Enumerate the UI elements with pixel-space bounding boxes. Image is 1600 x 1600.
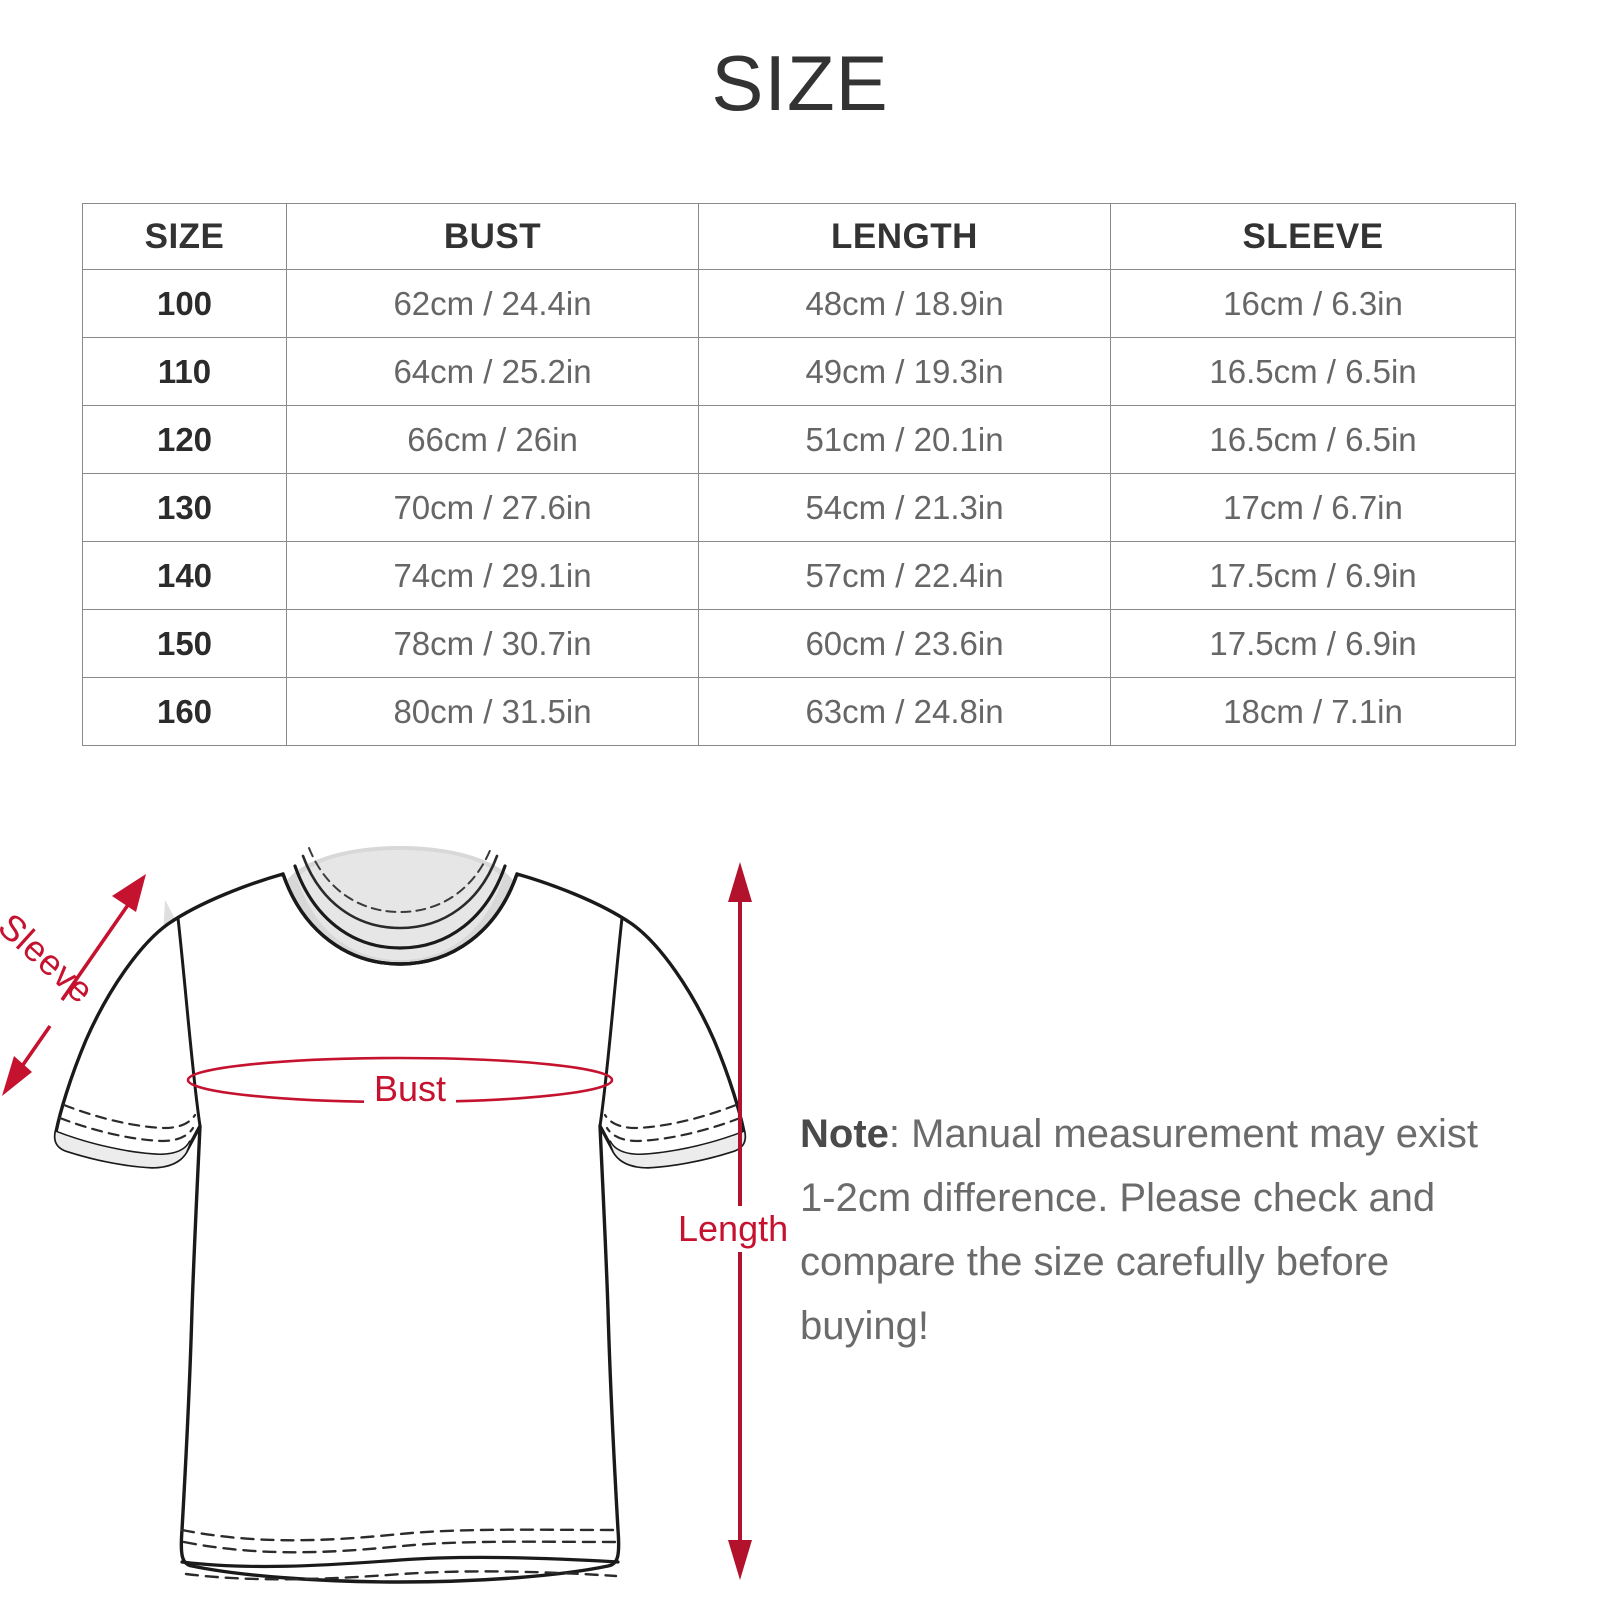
sleeve-measure-arrow [2,874,146,1096]
cell-length: 60cm / 23.6in [698,609,1111,678]
table-row: 160 80cm / 31.5in 63cm / 24.8in 18cm / 7… [82,677,1516,746]
table-row: 150 78cm / 30.7in 60cm / 23.6in 17.5cm /… [82,609,1516,678]
cell-length: 48cm / 18.9in [698,269,1111,338]
right-cuff-fold [610,1132,745,1167]
cell-bust: 80cm / 31.5in [286,677,699,746]
bust-measure-label: Bust [364,1068,457,1110]
note-body: : Manual measurement may exist 1-2cm dif… [800,1112,1479,1348]
left-cuff-stitch-outer [58,1116,195,1143]
page-title: SIZE [711,39,889,127]
right-armhole-seam [598,916,624,1128]
column-header-size: SIZE [82,203,287,270]
cell-length: 49cm / 19.3in [698,337,1111,406]
table-row: 130 70cm / 27.6in 54cm / 21.3in 17cm / 6… [82,473,1516,542]
collar-inner-edge [301,854,499,930]
tshirt-diagram [0,840,800,1600]
cell-bust: 74cm / 29.1in [286,541,699,610]
cell-sleeve: 17cm / 6.7in [1110,473,1516,542]
cell-size: 130 [82,473,287,542]
cell-length: 57cm / 22.4in [698,541,1111,610]
left-cuff-edge [54,1130,192,1157]
cell-sleeve: 17.5cm / 6.9in [1110,541,1516,610]
cell-size: 140 [82,541,287,610]
note-text: Note: Manual measurement may exist 1-2cm… [800,1102,1500,1358]
left-armhole-seam [176,916,202,1128]
column-header-sleeve: SLEEVE [1110,203,1516,270]
cell-length: 54cm / 21.3in [698,473,1111,542]
cell-bust: 64cm / 25.2in [286,337,699,406]
right-cuff-stitch-inner [603,1103,738,1130]
cell-sleeve: 16cm / 6.3in [1110,269,1516,338]
table-row: 140 74cm / 29.1in 57cm / 22.4in 17.5cm /… [82,541,1516,610]
size-table: SIZE BUST LENGTH SLEEVE 100 62cm / 24.4i… [82,203,1516,746]
left-cuff-stitch-inner [62,1103,197,1130]
cell-sleeve: 18cm / 7.1in [1110,677,1516,746]
table-header-row: SIZE BUST LENGTH SLEEVE [82,203,1516,270]
cell-size: 160 [82,677,287,746]
collar-inner-shade [297,850,503,960]
right-cuff-stitch-outer [605,1116,742,1143]
column-header-length: LENGTH [698,203,1111,270]
note-label: Note [800,1112,889,1156]
cell-size: 110 [82,337,287,406]
hem-fold-edge [180,1555,620,1569]
column-header-bust: BUST [286,203,699,270]
hem-stitch-lower [184,1570,618,1581]
cell-sleeve: 16.5cm / 6.5in [1110,405,1516,474]
cell-length: 63cm / 24.8in [698,677,1111,746]
collar-outer-edge [281,872,519,966]
table-row: 110 64cm / 25.2in 49cm / 19.3in 16.5cm /… [82,337,1516,406]
collar-stitch [308,847,492,914]
right-cuff-edge [608,1130,746,1157]
cell-bust: 70cm / 27.6in [286,473,699,542]
cell-sleeve: 16.5cm / 6.5in [1110,337,1516,406]
cell-bust: 62cm / 24.4in [286,269,699,338]
table-row: 120 66cm / 26in 51cm / 20.1in 16.5cm / 6… [82,405,1516,474]
cell-bust: 66cm / 26in [286,405,699,474]
table-row: 100 62cm / 24.4in 48cm / 18.9in 16cm / 6… [82,269,1516,338]
left-cuff-fold [55,1132,190,1167]
cell-size: 120 [82,405,287,474]
tshirt-illustration-svg [2,846,752,1584]
hem-stitch-mid [182,1540,619,1554]
length-measure-label: Length [672,1206,795,1252]
cell-bust: 78cm / 30.7in [286,609,699,678]
cell-sleeve: 17.5cm / 6.9in [1110,609,1516,678]
tshirt-outline [53,872,747,1584]
cell-length: 51cm / 20.1in [698,405,1111,474]
hem-stitch-upper [180,1528,620,1542]
collar-rib-edge [293,864,507,950]
cell-size: 100 [82,269,287,338]
cell-size: 150 [82,609,287,678]
